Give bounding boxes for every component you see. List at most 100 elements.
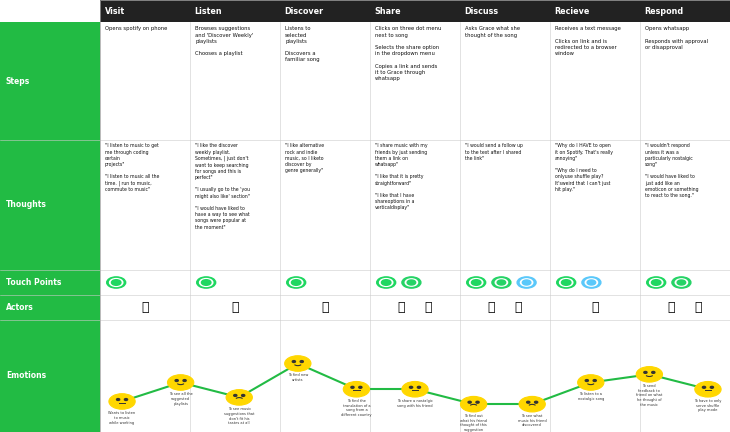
Circle shape [196,277,215,288]
Text: Asks Grace what she
thought of the song: Asks Grace what she thought of the song [465,26,520,38]
Text: To see music
suggestions that
don't fit his
tastes at all: To see music suggestions that don't fit … [224,407,255,425]
Text: 🧔: 🧔 [398,301,405,314]
Circle shape [109,394,135,409]
Text: "Why do I HAVE to open
it on Spotify. That's really
annoying"

"Why do I need to: "Why do I HAVE to open it on Spotify. Th… [555,143,613,192]
Text: Browses suggestions
and 'Discover Weekly'
playlists

Chooses a playlist: Browses suggestions and 'Discover Weekly… [195,26,253,56]
Text: To have to only
serve shuffle
play mode: To have to only serve shuffle play mode [694,399,722,413]
Circle shape [402,277,421,288]
Text: "I wouldn't respond
unless it was a
particularly nostalgic
song"

"I would have : "I wouldn't respond unless it was a part… [645,143,699,198]
Text: Recieve: Recieve [555,6,590,16]
Text: Respond: Respond [645,6,683,16]
Circle shape [695,381,721,397]
Circle shape [495,279,507,286]
Circle shape [651,280,661,285]
Circle shape [652,372,655,373]
Text: To find out
what his friend
thought of this
suggestion: To find out what his friend thought of t… [460,414,487,432]
Text: Visit: Visit [104,6,125,16]
Circle shape [577,375,604,390]
Circle shape [702,386,706,388]
Circle shape [175,380,178,381]
Circle shape [469,279,483,286]
Circle shape [534,401,538,403]
Circle shape [672,277,691,288]
Circle shape [637,367,663,382]
Text: Opens whatsapp

Responds with approval
or disapproval: Opens whatsapp Responds with approval or… [645,26,708,50]
Circle shape [520,279,533,286]
Circle shape [593,380,596,381]
Text: Listens to
selected
playlists

Discovers a
familiar song: Listens to selected playlists Discovers … [285,26,320,62]
Circle shape [167,375,193,390]
Bar [100,22,730,432]
Circle shape [519,397,545,412]
Text: Wants to listen
to music
while working: Wants to listen to music while working [109,411,136,425]
Circle shape [585,279,598,286]
Text: Opens spotify on phone: Opens spotify on phone [105,26,167,32]
Text: To send
feedback to
friend on what
he thought of
the music: To send feedback to friend on what he th… [636,384,663,407]
Circle shape [199,279,213,286]
Circle shape [644,372,647,373]
Text: Discuss: Discuss [464,6,499,16]
Circle shape [358,386,362,388]
Text: 🧔: 🧔 [231,301,239,314]
Text: "I share music with my
friends by just sending
them a link on
whatsapp"

"I like: "I share music with my friends by just s… [375,143,428,210]
Circle shape [234,394,237,397]
Circle shape [561,280,571,285]
Circle shape [560,279,573,286]
Circle shape [526,401,530,403]
Circle shape [407,280,415,285]
Circle shape [201,280,211,285]
Circle shape [124,399,128,400]
Text: Actors: Actors [6,303,34,312]
Circle shape [110,279,123,286]
Circle shape [418,386,420,388]
Circle shape [675,279,688,286]
Bar [0,0,100,22]
Bar [0,22,100,432]
Circle shape [405,279,418,286]
Circle shape [117,399,120,400]
Text: Steps: Steps [6,76,30,86]
Circle shape [380,279,393,286]
Circle shape [461,397,487,412]
Text: "I listen to music to get
me through coding
certain
projects"

"I listen to musi: "I listen to music to get me through cod… [105,143,159,192]
Circle shape [476,401,479,403]
Circle shape [647,277,666,288]
Circle shape [377,277,396,288]
Bar [100,0,730,22]
Text: To see all the
suggested
playlists: To see all the suggested playlists [169,392,193,406]
Circle shape [291,280,301,285]
Circle shape [112,280,121,285]
Circle shape [410,386,412,388]
Text: Touch Points: Touch Points [6,278,61,287]
Circle shape [523,280,531,285]
Bar [100,0,730,432]
Circle shape [466,277,485,288]
Text: To share a nostalgic
song with his friend: To share a nostalgic song with his frien… [397,399,433,408]
Text: To find new
artists: To find new artists [288,373,308,382]
Circle shape [290,279,303,286]
Text: Clicks on three dot menu
next to song

Selects the share option
in the dropdown : Clicks on three dot menu next to song Se… [375,26,442,81]
Circle shape [587,280,596,285]
Circle shape [710,386,713,388]
Text: To listen to a
nostalgic song: To listen to a nostalgic song [577,392,604,401]
Circle shape [242,394,245,397]
Circle shape [226,390,253,405]
Circle shape [183,380,186,381]
Circle shape [468,401,472,403]
Circle shape [292,361,296,362]
Text: 👩: 👩 [591,301,599,314]
Text: "I like the discover
weekly playlist.
Sometimes, | just don't
want to keep searc: "I like the discover weekly playlist. So… [195,143,250,229]
Text: 👩: 👩 [425,301,432,314]
Circle shape [351,386,354,388]
Circle shape [492,277,511,288]
Text: To see what
music his friend
discovered: To see what music his friend discovered [518,414,547,427]
Circle shape [107,277,126,288]
Circle shape [343,381,369,397]
Text: Receives a text message

Clicks on link and is
redirected to a browser
window: Receives a text message Clicks on link a… [555,26,621,56]
Circle shape [300,361,304,362]
Circle shape [472,280,481,285]
Text: Share: Share [374,6,401,16]
Text: Listen: Listen [194,6,222,16]
Text: 🧔: 🧔 [488,301,495,314]
Circle shape [497,280,506,285]
